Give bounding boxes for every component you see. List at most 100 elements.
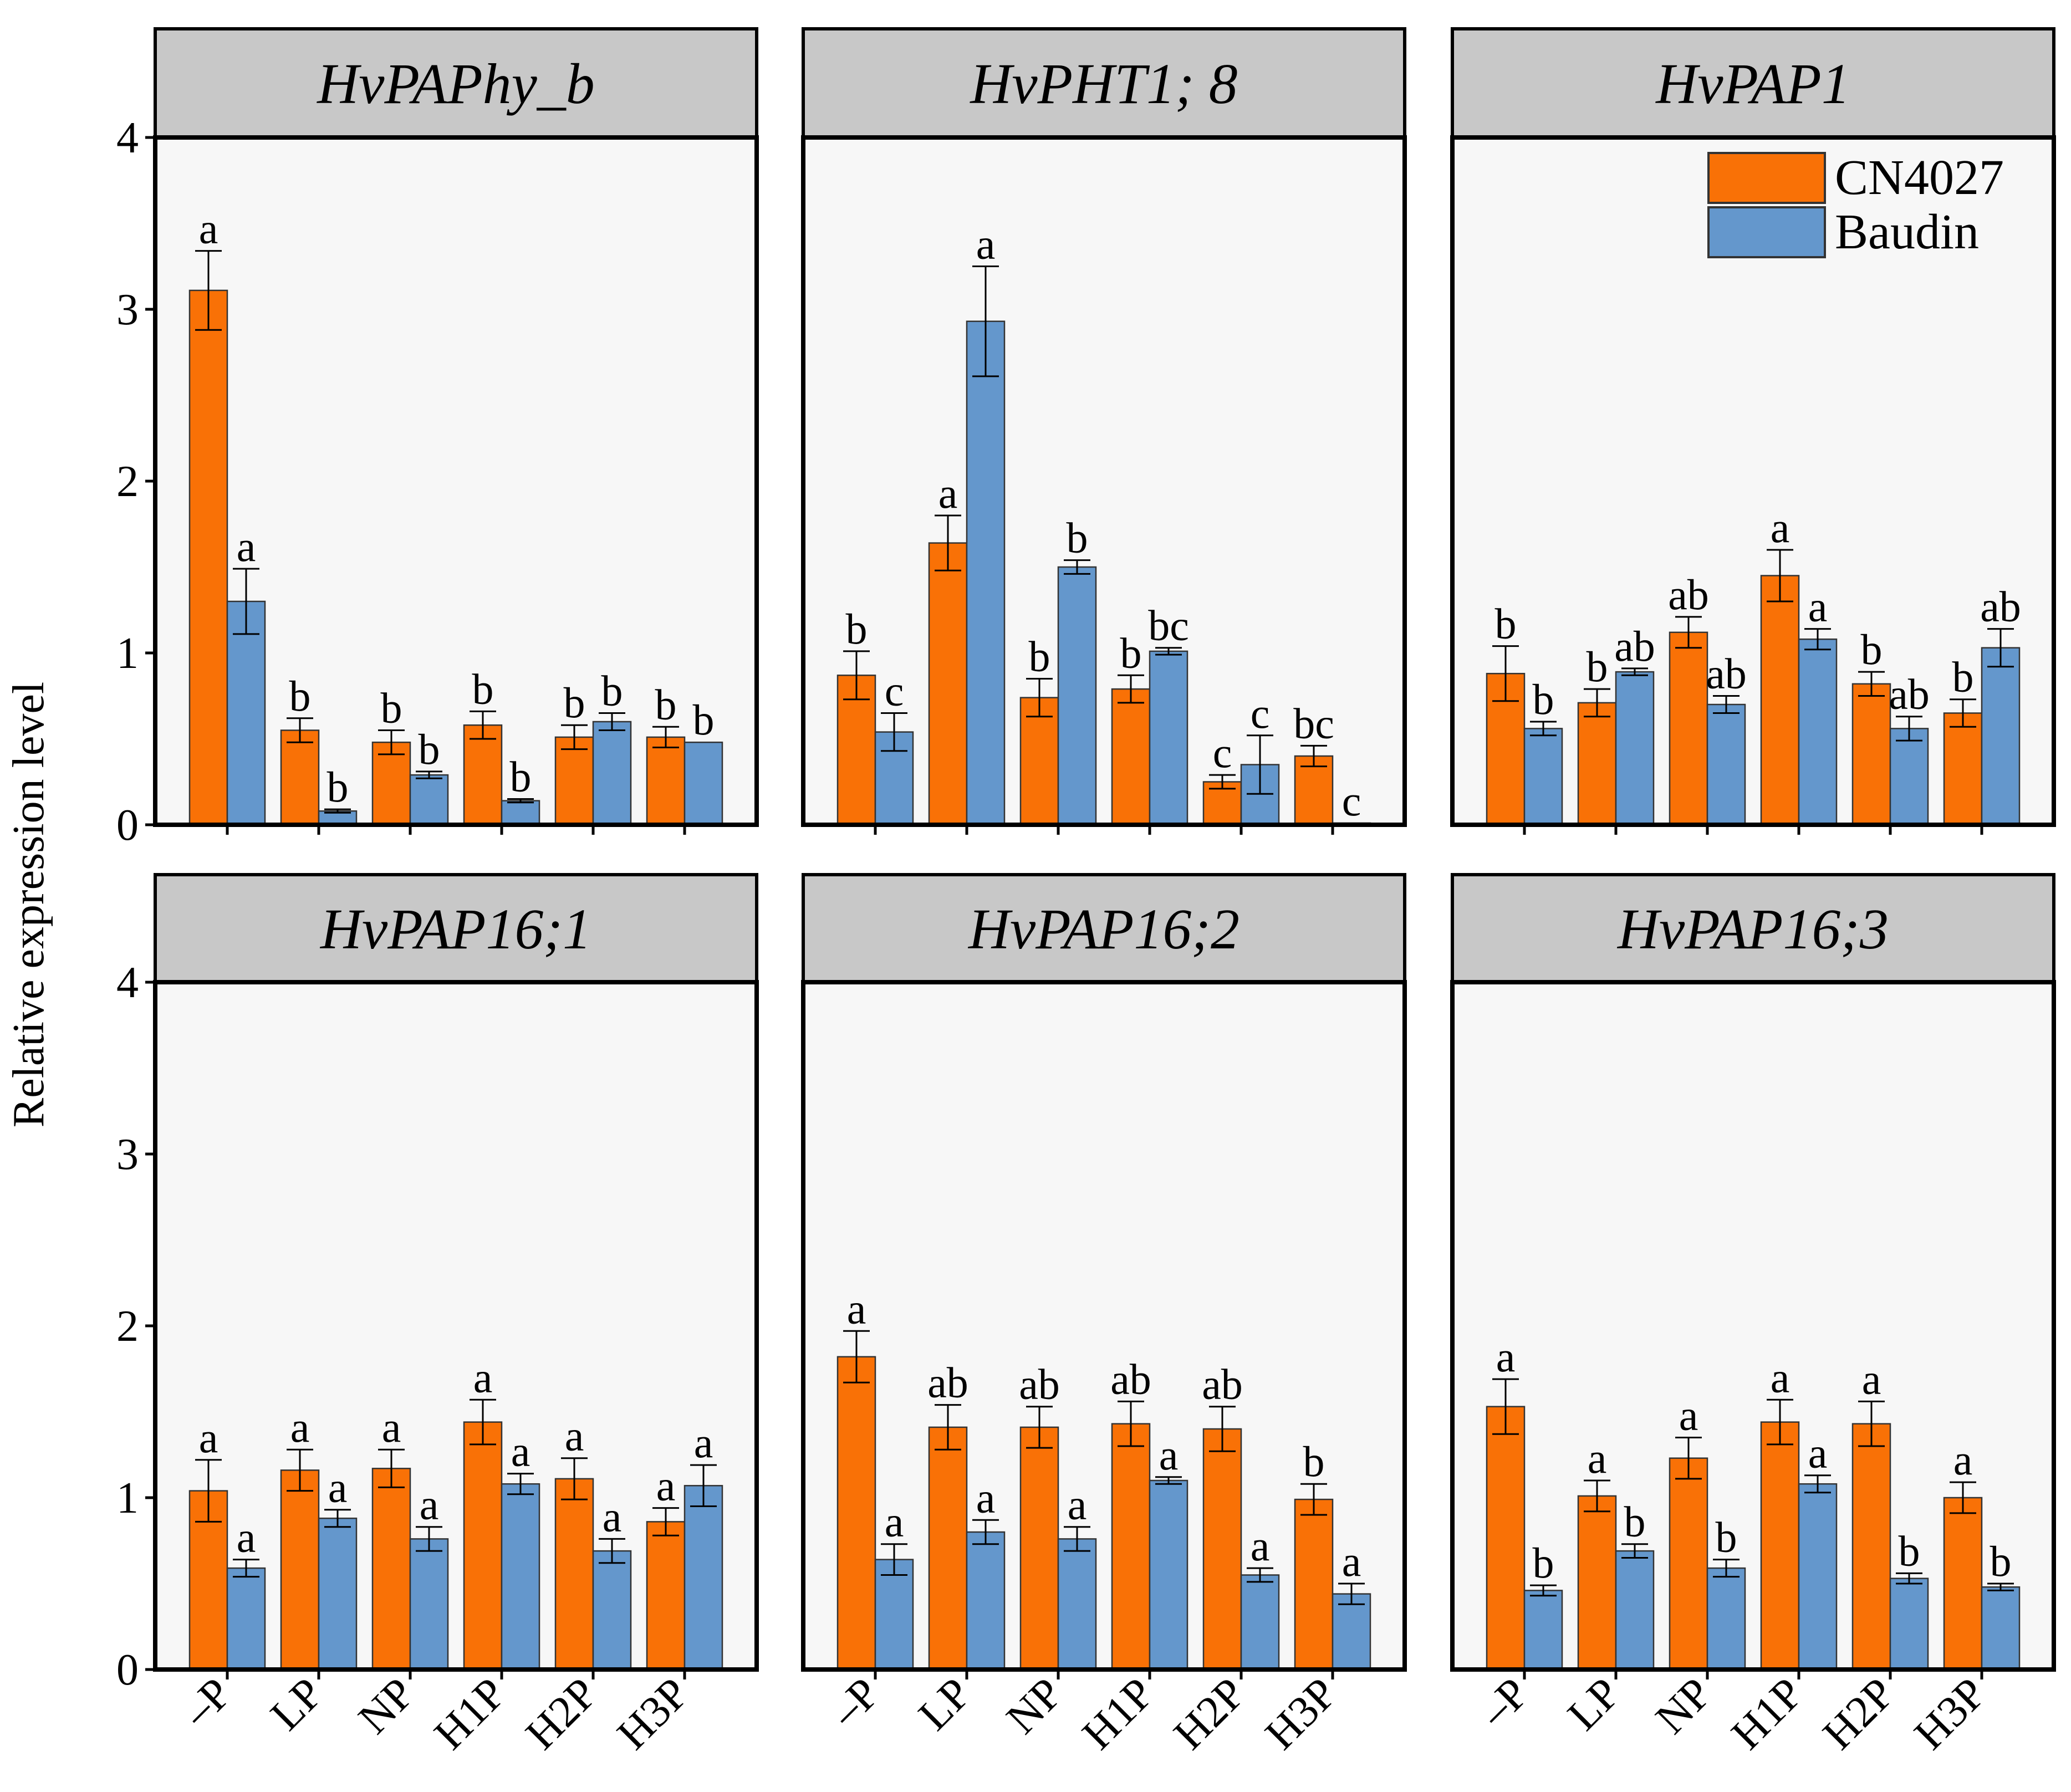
bar-baudin [1615,1550,1655,1671]
significance-letter: a [290,1403,310,1451]
significance-letter: a [199,205,218,253]
bar-cn4027 [1669,631,1708,826]
legend-swatch [1707,152,1826,204]
y-tick-label: 4 [116,958,139,1007]
x-tick-label: –P [173,1669,241,1737]
y-tick-label: 0 [116,1646,139,1694]
significance-letter: ab [1980,583,2021,631]
significance-letter: a [328,1463,348,1512]
x-tick-label: H1P [1073,1669,1164,1759]
plot-frame [153,980,759,1672]
plot-area [803,137,1405,825]
bar-baudin [1523,1590,1563,1671]
panel-title: HvPAP16;1 [319,897,591,961]
significance-letter: a [885,1498,904,1546]
bar-cn4027 [1851,1423,1891,1671]
bar-baudin [226,1567,266,1671]
panel-title: HvPHT1; 8 [969,52,1237,116]
bar-baudin [1332,1593,1371,1671]
bar-cn4027 [280,1469,320,1671]
bar-baudin [1981,1586,2021,1671]
significance-letter: b [846,605,868,653]
significance-letter: bc [1148,601,1189,650]
significance-letter: ab [927,1359,968,1407]
bar-cn4027 [646,736,686,826]
significance-letter: a [237,1513,256,1561]
bar-cn4027 [928,1426,968,1671]
significance-letter: a [1679,1391,1698,1439]
significance-letter: a [938,469,958,517]
significance-letter: c [885,667,904,715]
bar-baudin [1149,650,1188,826]
x-tick-label: H2P [1814,1669,1904,1759]
bar-cn4027 [1760,1421,1800,1671]
plot-frame [1450,135,2056,827]
significance-letter: a [1808,583,1828,631]
significance-letter: a [1068,1480,1087,1529]
x-tick-label: H1P [1722,1669,1813,1759]
x-tick-label: H3P [1905,1669,1996,1759]
plot-frame [801,980,1407,1672]
x-tick-label: –P [821,1669,889,1737]
bar-baudin [1149,1479,1188,1671]
bar-cn4027 [1111,1423,1151,1671]
significance-letter: b [1533,1539,1554,1587]
bar-cn4027 [1019,1426,1059,1671]
significance-letter: b [693,696,715,744]
significance-letter: b [655,680,677,728]
bar-cn4027 [1111,688,1151,826]
bar-cn4027 [1851,683,1891,826]
x-tick-label: H2P [1165,1669,1255,1759]
y-tick-label: 1 [116,629,139,678]
x-tick-label: NP [349,1669,424,1744]
panel-title: HvPAP16;3 [1616,897,1889,961]
bar-baudin [1889,728,1929,826]
significance-letter: a [656,1462,676,1510]
significance-letter: a [565,1412,584,1460]
x-tick-label: LP [1558,1669,1629,1740]
significance-letter: b [1120,629,1142,677]
significance-letter: b [1495,600,1517,648]
bar-baudin [1798,638,1838,826]
significance-letter: a [847,1284,866,1332]
panel-strip [154,27,758,139]
bar-cn4027 [1486,1406,1526,1671]
x-tick-label: –P [1470,1669,1538,1737]
significance-letter: c [1342,777,1361,825]
significance-letter: b [289,672,311,720]
significance-letter: a [1342,1537,1361,1585]
significance-letter: b [1861,625,1883,673]
significance-letter: a [420,1480,439,1529]
significance-letter: c [1251,689,1270,737]
bar-baudin [1706,703,1746,826]
bar-cn4027 [1760,575,1800,826]
bar-baudin [1706,1567,1746,1671]
plot-frame [153,135,759,827]
bar-baudin [1240,1574,1280,1671]
significance-letter: b [1716,1513,1737,1561]
x-tick-label: NP [1646,1669,1721,1744]
bar-baudin [501,1483,540,1671]
bar-cn4027 [646,1521,686,1671]
bar-cn4027 [1294,1498,1334,1671]
bar-baudin [966,1531,1006,1671]
significance-letter: b [1587,642,1608,691]
x-tick-label: LP [261,1669,332,1740]
panel-strip [802,27,1406,139]
y-tick-label: 2 [116,1302,139,1351]
significance-letter: a [473,1353,493,1401]
x-tick-label: NP [997,1669,1072,1744]
significance-letter: b [1990,1537,2012,1585]
legend-swatch [1707,206,1826,258]
y-tick-label: 0 [116,801,139,850]
bar-baudin [1615,671,1655,826]
significance-letter: a [603,1492,622,1540]
significance-letter: b [1067,514,1088,562]
y-axis-label: Relative expression level [4,682,53,1127]
significance-letter: a [382,1403,401,1451]
